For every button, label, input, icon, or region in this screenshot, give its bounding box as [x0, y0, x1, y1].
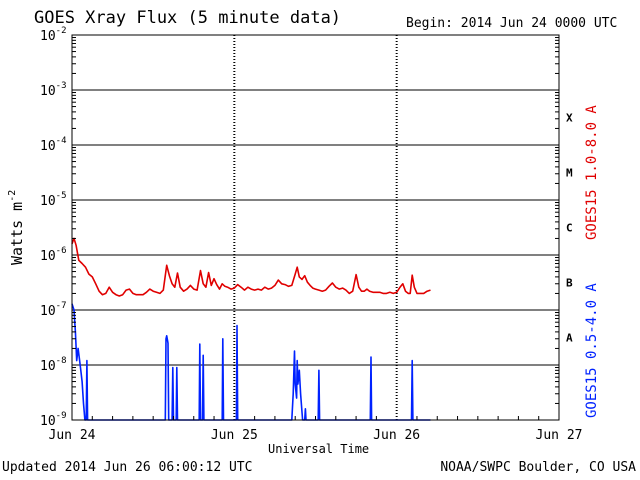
flare-class-label: C	[566, 222, 573, 235]
updated-timestamp: Updated 2014 Jun 26 06:00:12 UTC	[2, 460, 253, 475]
plot-frame	[71, 34, 560, 421]
y-tick-exponent: -3	[56, 81, 67, 91]
flare-class-label: B	[566, 277, 573, 290]
y-tick-exponent: -7	[56, 301, 67, 311]
x-axis-label: Universal Time	[268, 442, 370, 456]
x-axis-ticks: Jun 24 Jun 25 Jun 26 Jun 27	[49, 416, 583, 443]
y-tick-label: 10-4	[40, 136, 67, 154]
x-tick-label: Jun 25	[211, 428, 258, 443]
flare-class-labels: A B C M X	[566, 112, 573, 345]
chart-title: GOES Xray Flux (5 minute data)	[34, 8, 342, 28]
grid-lines	[72, 35, 559, 420]
y-tick-exponent: -4	[56, 136, 67, 146]
y-tick-exponent: -9	[56, 411, 67, 421]
begin-timestamp: Begin: 2014 Jun 24 0000 UTC	[406, 16, 618, 31]
y-tick-label: 10-3	[40, 81, 67, 99]
credit-text: NOAA/SWPC Boulder, CO USA	[440, 460, 636, 475]
x-tick-label: Jun 24	[49, 428, 96, 443]
legend-goes15-long: GOES15 1.0-8.0 A	[584, 105, 600, 240]
x-tick-label: Jun 26	[373, 428, 420, 443]
y-axis-ticks: 10-9 10-8 10-7 10-6 10-5 10-4 10-3 10-2	[40, 26, 559, 429]
y-tick-exponent: -2	[56, 26, 67, 36]
x-tick-label: Jun 27	[536, 428, 583, 443]
series-layer	[71, 237, 431, 421]
y-tick-label: 10-6	[40, 246, 67, 264]
y-tick-label: 10-9	[40, 411, 67, 429]
y-tick-label: 10-8	[40, 356, 67, 374]
series-line-goes15-long	[71, 237, 431, 297]
legend-goes15-short: GOES15 0.5-4.0 A	[584, 283, 600, 418]
y-tick-label: 10-7	[40, 301, 67, 319]
y-tick-label: 10-2	[40, 26, 67, 44]
y-tick-label: 10-5	[40, 191, 67, 209]
flare-class-label: X	[566, 112, 573, 125]
y-tick-exponent: -8	[56, 356, 67, 366]
flare-class-label: M	[566, 167, 573, 180]
flare-class-label: A	[566, 332, 573, 345]
series-line-goes15-short	[71, 303, 431, 421]
y-tick-exponent: -6	[56, 246, 67, 256]
y-tick-exponent: -5	[56, 191, 67, 201]
